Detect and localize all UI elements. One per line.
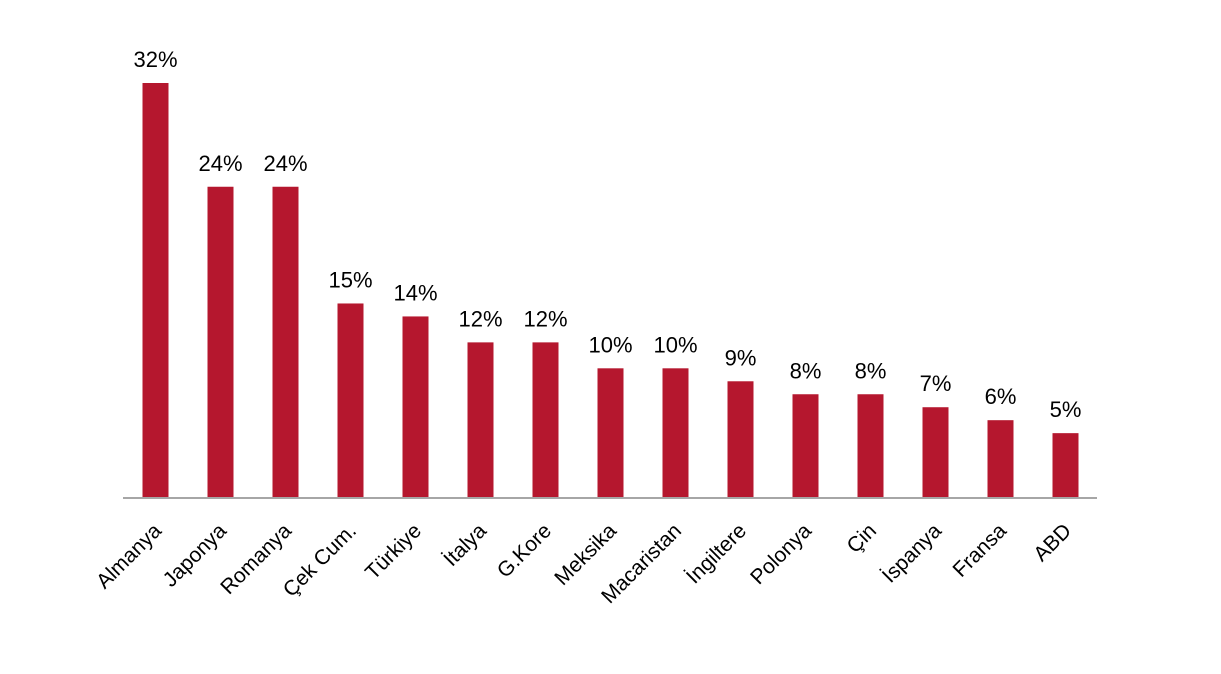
bar [142,83,169,498]
value-labels-group: 32% 24% 24% 15% 14% 12% 12% 10% 10% 9% 8% 8% 7% 6% 5% [133,47,1081,422]
value-label: 15% [328,267,372,292]
value-label: 9% [725,345,757,370]
category-label: G.Kore [493,519,556,582]
bars-group [142,83,1079,498]
value-label: 5% [1050,397,1082,422]
value-label: 14% [393,280,437,305]
value-label: 12% [458,306,502,331]
bar [857,394,884,498]
value-label: 24% [198,151,242,176]
bar [337,303,364,498]
bar [727,381,754,498]
bar [402,316,429,498]
bar [1052,433,1079,498]
bar [597,368,624,498]
bar [532,342,559,498]
value-label: 7% [920,371,952,396]
bar [922,407,949,498]
value-label: 12% [523,306,567,331]
bar [662,368,689,498]
value-label: 10% [653,332,697,357]
bar [467,342,494,498]
value-label: 10% [588,332,632,357]
value-label: 32% [133,47,177,72]
category-label: Çin [842,519,881,558]
category-label: Türkiye [361,519,426,584]
category-label: Fransa [949,519,1012,582]
bar [272,186,299,498]
value-label: 6% [985,384,1017,409]
bar [207,186,234,498]
category-label: İspanya [878,519,946,587]
value-label: 24% [263,151,307,176]
category-label: İtalya [439,519,491,571]
category-label: Polonya [746,519,816,589]
bar [987,420,1014,498]
category-label: ABD [1029,519,1076,566]
category-label: Almanya [92,519,166,593]
category-label: İngiltere [682,519,751,588]
value-label: 8% [855,358,887,383]
value-label: 8% [790,358,822,383]
bar [792,394,819,498]
